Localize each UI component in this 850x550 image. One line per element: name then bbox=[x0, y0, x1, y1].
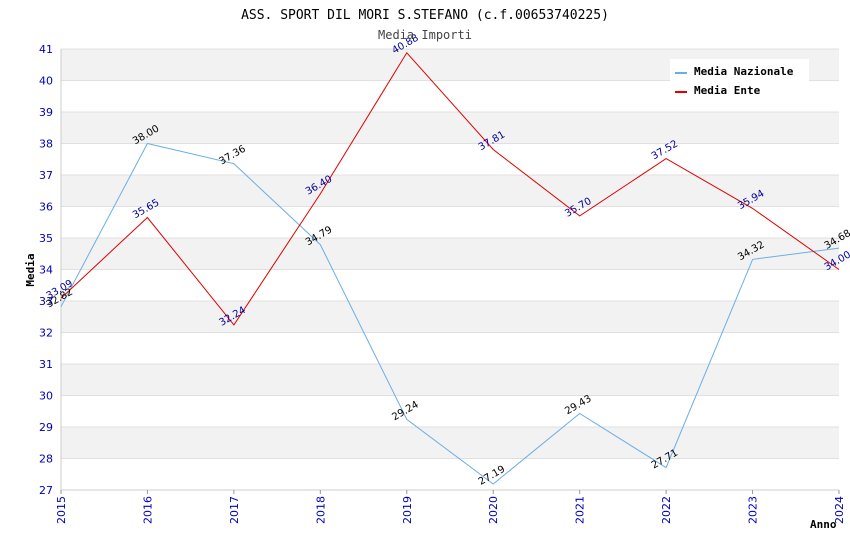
grid-band bbox=[61, 301, 839, 333]
grid-band bbox=[61, 112, 839, 144]
data-label-media-nazionale: 29.24 bbox=[390, 399, 420, 423]
y-tick-label: 27 bbox=[39, 484, 53, 497]
x-tick-label: 2024 bbox=[833, 496, 846, 524]
x-tick-label: 2023 bbox=[747, 496, 760, 524]
y-tick-label: 41 bbox=[39, 43, 53, 56]
y-tick-label: 40 bbox=[39, 75, 53, 88]
y-tick-label: 32 bbox=[39, 327, 53, 340]
y-tick-label: 29 bbox=[39, 421, 53, 434]
grid-bands bbox=[61, 49, 839, 459]
x-tick-label: 2015 bbox=[55, 496, 68, 524]
data-label-media-nazionale: 27.19 bbox=[477, 464, 507, 488]
y-tick-label: 37 bbox=[39, 169, 53, 182]
y-tick-label: 36 bbox=[39, 201, 53, 214]
x-tick-label: 2016 bbox=[141, 496, 154, 524]
grid-band bbox=[61, 364, 839, 396]
grid-band bbox=[61, 238, 839, 270]
x-tick-label: 2020 bbox=[487, 496, 500, 524]
series-line-media-nazionale bbox=[60, 142, 840, 485]
legend-label-media-ente: Media Ente bbox=[694, 84, 761, 97]
y-tick-label: 33 bbox=[39, 295, 53, 308]
y-tick-labels: 27 28 29 30 31 32 33 34 35 36 37 38 39 40 41 bbox=[39, 43, 53, 497]
y-axis-label: Media bbox=[24, 253, 37, 286]
x-tick-label: 2017 bbox=[228, 496, 241, 524]
legend-label-media-nazionale: Media Nazionale bbox=[694, 65, 794, 78]
y-tick-label: 39 bbox=[39, 106, 53, 119]
y-tick-label: 31 bbox=[39, 358, 53, 371]
x-tick-label: 2021 bbox=[574, 496, 587, 524]
legend-box bbox=[670, 59, 809, 101]
series-lines bbox=[60, 51, 840, 485]
grid-band bbox=[61, 175, 839, 207]
grid-lines bbox=[61, 48, 839, 491]
x-axis-label: Anno bbox=[810, 518, 837, 531]
chart-title: ASS. SPORT DIL MORI S.STEFANO (c.f.00653… bbox=[241, 8, 609, 23]
y-tick-label: 38 bbox=[39, 138, 53, 151]
legend: Media Nazionale Media Ente bbox=[670, 59, 809, 101]
x-tick-label: 2022 bbox=[660, 496, 673, 524]
x-tick-label: 2018 bbox=[314, 496, 327, 524]
x-tick-labels: 2015 2016 2017 2018 2019 2020 2021 2022 2023 2024 bbox=[55, 490, 846, 524]
data-label-media-nazionale: 29.43 bbox=[563, 393, 593, 417]
y-tick-label: 35 bbox=[39, 232, 53, 245]
series-line-media-ente bbox=[60, 51, 840, 326]
y-tick-label: 30 bbox=[39, 390, 53, 403]
y-tick-label: 34 bbox=[39, 264, 53, 277]
x-tick-label: 2019 bbox=[401, 496, 414, 524]
grid-band bbox=[61, 427, 839, 459]
chart-subtitle: Media Importi bbox=[378, 28, 472, 42]
y-tick-label: 28 bbox=[39, 453, 53, 466]
